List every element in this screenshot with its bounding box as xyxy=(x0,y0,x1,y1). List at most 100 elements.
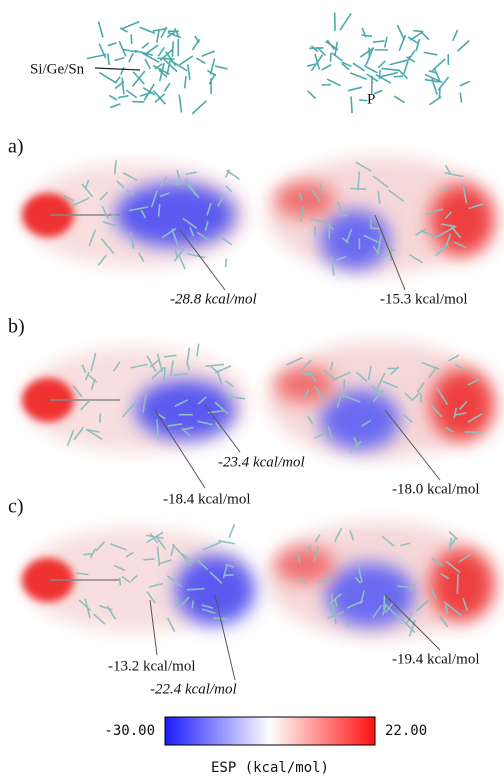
bond xyxy=(192,101,206,114)
bond xyxy=(119,577,120,585)
colorbar-max: 22.00 xyxy=(385,723,427,739)
bond xyxy=(361,35,372,36)
bond xyxy=(132,102,144,103)
bond xyxy=(410,33,422,41)
bond xyxy=(348,87,362,91)
colorbar-title: ESP (kcal/mol) xyxy=(211,760,329,776)
atom-label: Si/Ge/Sn xyxy=(30,61,85,77)
bond xyxy=(122,78,124,95)
figure: Si/Ge/Sn P a) -28.8 kcal/mol -15.3 kcal/… xyxy=(0,0,504,781)
bond xyxy=(188,64,190,79)
bond xyxy=(110,104,120,108)
bond xyxy=(351,96,352,113)
molecule-art xyxy=(22,12,494,638)
bond xyxy=(389,60,407,65)
annotation: -19.4 kcal/mol xyxy=(392,651,479,667)
panel-label: c) xyxy=(8,496,24,518)
bond xyxy=(224,575,234,576)
bond xyxy=(179,95,181,113)
bond xyxy=(332,53,342,61)
bond xyxy=(147,45,159,53)
bond xyxy=(229,524,234,537)
bond xyxy=(192,39,199,50)
bond xyxy=(83,554,93,555)
bond xyxy=(378,61,385,68)
bond xyxy=(350,188,366,189)
bond xyxy=(214,618,229,619)
bond xyxy=(350,73,367,79)
bond xyxy=(108,53,109,64)
bond xyxy=(460,81,470,86)
bond xyxy=(397,25,404,40)
bond xyxy=(167,58,171,75)
annotation: -18.0 kcal/mol xyxy=(392,481,479,497)
bond xyxy=(121,67,124,75)
annotation: -22.4 kcal/mol xyxy=(150,681,237,697)
bond xyxy=(100,413,101,422)
bond xyxy=(371,228,381,229)
bond xyxy=(145,59,150,69)
bond xyxy=(381,68,398,70)
bond xyxy=(364,66,377,73)
bond xyxy=(157,29,160,43)
bond xyxy=(159,204,160,216)
bond xyxy=(226,259,227,268)
bond xyxy=(339,215,347,216)
positive-region xyxy=(275,182,335,218)
bond xyxy=(421,31,429,40)
bond xyxy=(197,344,199,357)
bond xyxy=(196,58,205,63)
bond xyxy=(99,73,116,83)
bond xyxy=(185,76,186,88)
bond xyxy=(410,50,415,58)
bond xyxy=(394,96,404,103)
bond xyxy=(202,51,215,56)
bond xyxy=(99,22,103,38)
annotation: -13.2 kcal/mol xyxy=(108,658,195,674)
atom-label: P xyxy=(367,91,375,107)
pointer xyxy=(95,68,140,70)
annotation: -15.3 kcal/mol xyxy=(380,291,467,307)
bond xyxy=(164,367,165,382)
positive-region xyxy=(275,547,335,583)
bond xyxy=(321,85,330,86)
bond xyxy=(158,47,164,56)
annotation: -23.4 kcal/mol xyxy=(218,454,305,470)
bond xyxy=(157,58,174,59)
bond xyxy=(210,59,214,75)
bond xyxy=(164,83,169,91)
bond xyxy=(358,172,359,190)
bond xyxy=(121,22,139,29)
bond xyxy=(404,56,410,74)
bond xyxy=(143,559,154,560)
annotation: -18.4 kcal/mol xyxy=(163,491,250,507)
bond xyxy=(179,56,192,65)
panel-label: b) xyxy=(8,316,25,338)
bond xyxy=(453,30,458,41)
bond xyxy=(340,13,351,30)
bond xyxy=(308,91,316,99)
bond xyxy=(322,65,331,70)
bond xyxy=(430,97,442,105)
bond xyxy=(87,55,106,59)
bond xyxy=(114,58,124,61)
annotation: -28.8 kcal/mol xyxy=(170,291,257,307)
bond xyxy=(373,41,385,42)
bond xyxy=(457,41,469,52)
panel-label: a) xyxy=(8,136,24,158)
positive-region xyxy=(430,369,494,441)
bond xyxy=(129,53,133,62)
bond xyxy=(385,37,387,48)
bond xyxy=(118,96,129,98)
bond xyxy=(353,63,365,71)
bond xyxy=(421,394,422,402)
colorbar xyxy=(165,717,375,745)
bond xyxy=(192,601,193,609)
bond xyxy=(109,95,117,99)
bond xyxy=(215,66,227,69)
bond xyxy=(142,43,148,48)
bond xyxy=(424,52,438,55)
bond xyxy=(457,574,458,594)
negative-region xyxy=(175,555,255,625)
bond xyxy=(108,43,117,46)
